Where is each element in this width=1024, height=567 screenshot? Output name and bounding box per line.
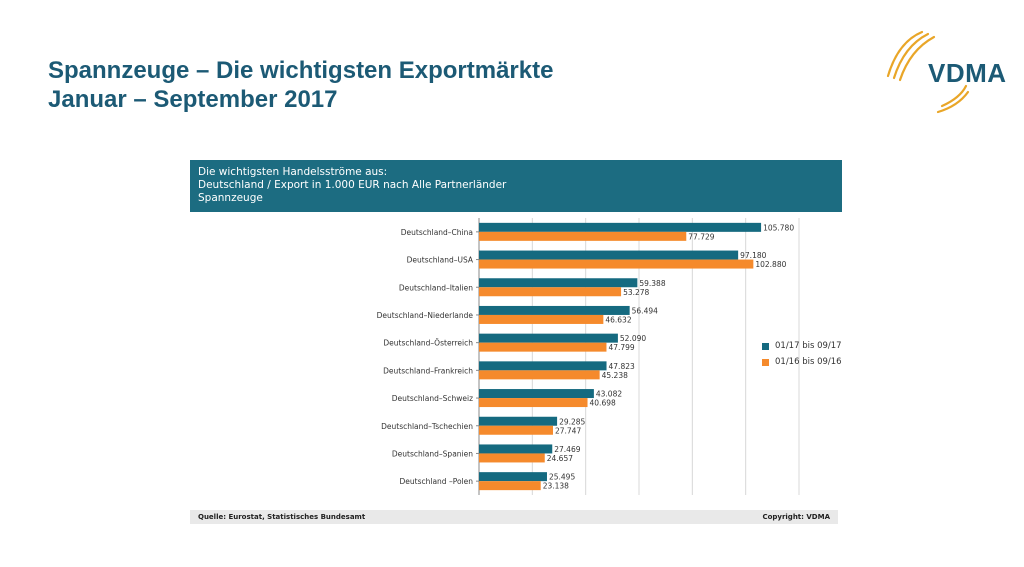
legend-swatch-2017 xyxy=(762,342,769,350)
data-label: 24.657 xyxy=(547,454,573,463)
data-label: 45.238 xyxy=(602,371,628,380)
chart-header-line2: Deutschland / Export in 1.000 EUR nach A… xyxy=(198,179,507,191)
bar-2017 xyxy=(479,361,607,371)
legend-label-2016: 01/16 bis 09/16 xyxy=(775,357,842,367)
chart-header: Die wichtigsten Handelsströme aus: Deuts… xyxy=(190,160,842,212)
slide-title-line1: Spannzeuge – Die wichtigsten Exportmärkt… xyxy=(48,57,554,84)
data-label: 47.823 xyxy=(609,362,635,371)
category-label: Deutschland–Frankreich xyxy=(383,366,473,375)
chart-header-line3: Spannzeuge xyxy=(198,192,263,204)
bar-2016 xyxy=(479,287,622,297)
bar-2016 xyxy=(479,453,545,463)
chart-header-line1: Die wichtigsten Handelsströme aus: xyxy=(198,166,388,178)
category-label: Deutschland–Italien xyxy=(399,283,473,292)
bar-2016 xyxy=(479,425,553,435)
data-label: 47.799 xyxy=(608,343,634,352)
bar-2017 xyxy=(479,416,558,426)
bar-2017 xyxy=(479,250,739,260)
data-label: 59.388 xyxy=(639,279,665,288)
slide-title: Spannzeuge – Die wichtigsten Exportmärkt… xyxy=(48,56,553,114)
legend-swatch-2016 xyxy=(762,358,769,366)
data-label: 105.780 xyxy=(763,223,794,232)
data-label: 29.285 xyxy=(559,417,585,426)
slide-title-line2: Januar – September 2017 xyxy=(48,86,338,113)
data-label: 77.729 xyxy=(688,232,714,241)
bar-2017 xyxy=(479,278,638,288)
bar-2017 xyxy=(479,333,618,343)
bar-2016 xyxy=(479,398,588,408)
bar-2016 xyxy=(479,481,541,491)
data-label: 53.278 xyxy=(623,288,649,297)
data-label: 27.469 xyxy=(554,445,580,454)
bar-2016 xyxy=(479,259,754,269)
vdma-swoosh-logo-icon xyxy=(886,30,970,114)
legend-item-2016: 01/16 bis 09/16 xyxy=(762,354,842,370)
category-label: Deutschland–Spanien xyxy=(392,449,473,458)
data-label: 23.138 xyxy=(543,482,569,491)
chart-legend: 01/17 bis 09/17 01/16 bis 09/16 xyxy=(762,338,842,370)
bar-2017 xyxy=(479,444,553,454)
copyright-note: Copyright: VDMA xyxy=(762,513,830,521)
bar-2016 xyxy=(479,370,600,380)
data-label: 27.747 xyxy=(555,426,581,435)
bar-2016 xyxy=(479,231,687,241)
category-label: Deutschland–China xyxy=(401,228,473,237)
bar-2017 xyxy=(479,222,762,232)
source-note: Quelle: Eurostat, Statistisches Bundesam… xyxy=(198,513,366,521)
chart-area: Deutschland–China 105.780 77.729 Deutschlan… xyxy=(190,212,842,510)
legend-label-2017: 01/17 bis 09/17 xyxy=(775,341,842,351)
category-label: Deutschland–Österreich xyxy=(383,339,473,348)
data-label: 40.698 xyxy=(590,399,616,408)
category-label: Deutschland –Polen xyxy=(400,477,474,486)
data-label: 43.082 xyxy=(596,390,622,399)
data-label: 52.090 xyxy=(620,334,646,343)
bar-chart: Deutschland–China 105.780 77.729 Deutschlan… xyxy=(377,218,800,495)
data-label: 25.495 xyxy=(549,473,575,482)
bar-2016 xyxy=(479,342,607,352)
legend-item-2017: 01/17 bis 09/17 xyxy=(762,338,842,354)
category-label: Deutschland–Niederlande xyxy=(377,311,474,320)
bar-2017 xyxy=(479,472,547,482)
data-label: 102.880 xyxy=(755,260,786,269)
data-label: 97.180 xyxy=(740,251,766,260)
category-label: Deutschland–Tschechien xyxy=(381,422,473,431)
category-label: Deutschland–USA xyxy=(407,256,474,265)
bar-2016 xyxy=(479,314,604,324)
bar-2017 xyxy=(479,389,594,399)
vdma-logo-text: VDMA xyxy=(928,58,1007,88)
bar-2017 xyxy=(479,305,630,315)
category-label: Deutschland–Schweiz xyxy=(392,394,473,403)
data-label: 56.494 xyxy=(632,306,658,315)
chart-footer: Quelle: Eurostat, Statistisches Bundesam… xyxy=(190,510,838,524)
data-label: 46.632 xyxy=(605,315,631,324)
